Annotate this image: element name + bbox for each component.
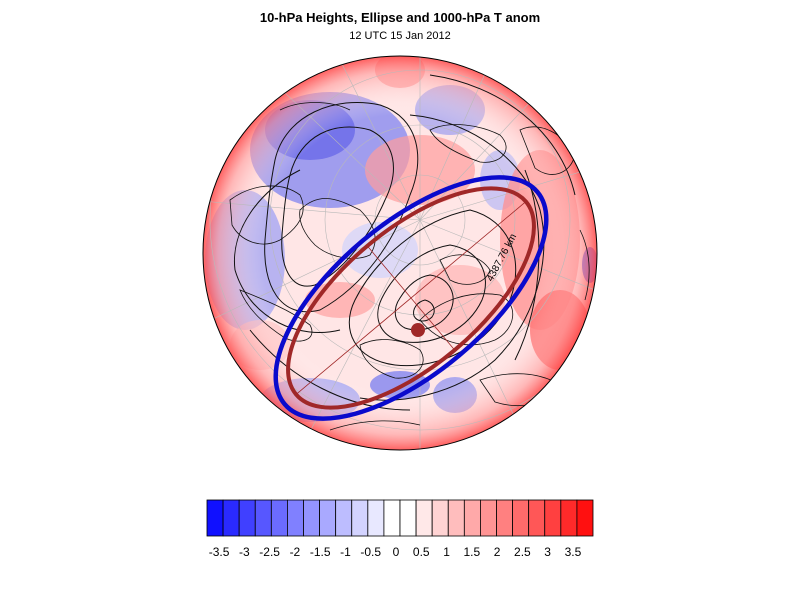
colorbar-swatch — [544, 499, 562, 537]
colorbar-tick-label: -3 — [239, 545, 250, 559]
colorbar-tick-label: 3.5 — [565, 545, 582, 559]
colorbar-tick-label: 3 — [544, 545, 551, 559]
colorbar-swatch — [254, 499, 272, 537]
colorbar-swatch — [431, 499, 449, 537]
colorbar-boxes — [206, 499, 594, 537]
colorbar-swatch — [367, 499, 385, 537]
colorbar-tick-label: -0.5 — [360, 545, 381, 559]
colorbar-swatch — [576, 499, 594, 537]
colorbar-tick-label: 2 — [494, 545, 501, 559]
globe-outline — [202, 55, 598, 451]
colorbar-labels: -3.5 -3 -2.5 -2 -1.5 -1 -0.5 0 0.5 1 1.5 2 2.5 3 3.5 — [209, 545, 582, 559]
colorbar-tick-label: -2.5 — [259, 545, 280, 559]
colorbar-tick-label: 1 — [443, 545, 450, 559]
map-title: 10-hPa Heights, Ellipse and 1000-hPa T a… — [259, 10, 541, 25]
colorbar-tick-label: -2 — [290, 545, 301, 559]
colorbar-swatch — [287, 499, 304, 537]
colorbar-tick-label: 2.5 — [514, 545, 531, 559]
colorbar-swatch — [238, 499, 256, 537]
colorbar-swatch — [351, 499, 369, 537]
colorbar-swatch — [496, 499, 513, 537]
colorbar-swatch — [335, 499, 353, 537]
colorbar-swatch — [528, 499, 546, 537]
colorbar-swatch — [222, 499, 240, 537]
blue-ellipse — [273, 175, 549, 421]
colorbar-tick-label: -1 — [340, 545, 351, 559]
colorbar-swatch — [447, 499, 465, 537]
colorbar-tick-label: 0.5 — [413, 545, 430, 559]
colorbar-swatch — [415, 499, 433, 537]
ellipse-centroid — [411, 323, 425, 337]
colorbar-tick-label: 1.5 — [463, 545, 480, 559]
colorbar-tick-label: 0 — [393, 545, 400, 559]
colorbar-swatch — [319, 499, 337, 537]
colorbar-swatch — [383, 499, 401, 537]
map-subtitle: 12 UTC 15 Jan 2012 — [349, 30, 451, 42]
colorbar-swatch — [512, 499, 530, 537]
colorbar-tick-label: -1.5 — [310, 545, 331, 559]
colorbar-swatch — [399, 499, 417, 537]
colorbar-swatch — [480, 499, 497, 537]
height-contours — [233, 74, 576, 411]
colorbar-swatch — [270, 499, 288, 537]
colorbar-swatch — [303, 499, 320, 537]
colorbar-swatch — [560, 499, 578, 537]
ellipse-minor-axis — [366, 245, 456, 351]
colorbar-swatch — [463, 499, 481, 537]
colorbar-swatch — [206, 499, 224, 537]
colorbar-tick-label: -3.5 — [209, 545, 230, 559]
